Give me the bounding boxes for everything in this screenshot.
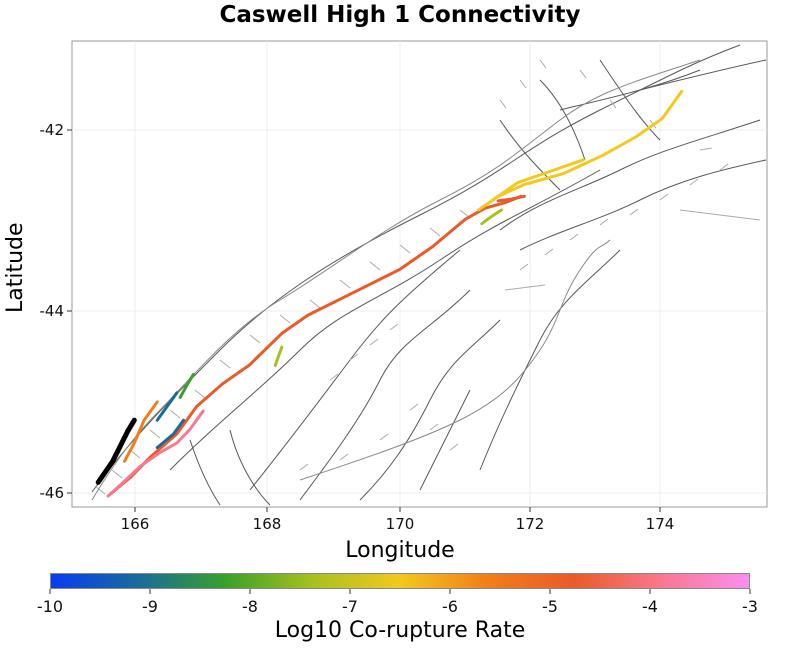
y-tick-label: -42	[40, 121, 65, 139]
rupture-trace	[155, 418, 185, 450]
colorbar-tick-labels: -10 -9 -8 -7 -6 -5 -4 -3	[37, 597, 758, 616]
rupture-trace	[123, 400, 159, 463]
x-axis-label: Longitude	[345, 538, 455, 563]
x-ticks	[134, 507, 661, 512]
map-title: Caswell High 1 Connectivity	[219, 2, 581, 28]
rupture-trace	[480, 208, 503, 226]
fault-network	[91, 44, 767, 506]
rupture-trace	[496, 194, 526, 203]
colorbar-tick-label: -8	[242, 597, 258, 616]
fault-patches	[94, 59, 761, 495]
x-tick-label: 172	[516, 515, 545, 533]
rupture-traces	[95, 89, 684, 498]
rupture-trace	[106, 409, 205, 498]
x-tick-label: 166	[121, 515, 150, 533]
plot-panel	[71, 40, 768, 508]
colorbar-tick-label: -7	[342, 597, 358, 616]
rupture-trace	[178, 373, 195, 399]
x-tick-labels: 166 168 170 172 174	[121, 515, 675, 533]
rupture-trace	[273, 345, 284, 367]
rupture-trace	[155, 391, 179, 422]
colorbar-tick-label: -6	[442, 597, 458, 616]
x-tick-label: 174	[646, 515, 675, 533]
x-tick-label: 168	[253, 515, 282, 533]
colorbar-ticks	[49, 589, 751, 594]
y-ticks	[67, 129, 72, 494]
rupture-trace	[490, 158, 585, 203]
colorbar-label: Log10 Co-rupture Rate	[274, 618, 526, 643]
source-rupture-trace	[95, 417, 137, 485]
colorbar-tick-label: -4	[642, 597, 658, 616]
colorbar-gradient	[50, 573, 750, 589]
colorbar-tick-label: -9	[142, 597, 158, 616]
y-axis-label: Latitude	[3, 222, 28, 313]
colorbar-tick-label: -10	[37, 597, 63, 616]
x-tick-label: 170	[386, 515, 415, 533]
rupture-trace	[109, 194, 523, 495]
coastline	[91, 59, 701, 501]
colorbar-tick-label: -3	[742, 597, 758, 616]
colorbar-tick-label: -5	[542, 597, 558, 616]
y-tick-labels: -42 -44 -46	[40, 121, 65, 502]
y-tick-label: -44	[40, 302, 65, 320]
y-tick-label: -46	[40, 484, 65, 502]
